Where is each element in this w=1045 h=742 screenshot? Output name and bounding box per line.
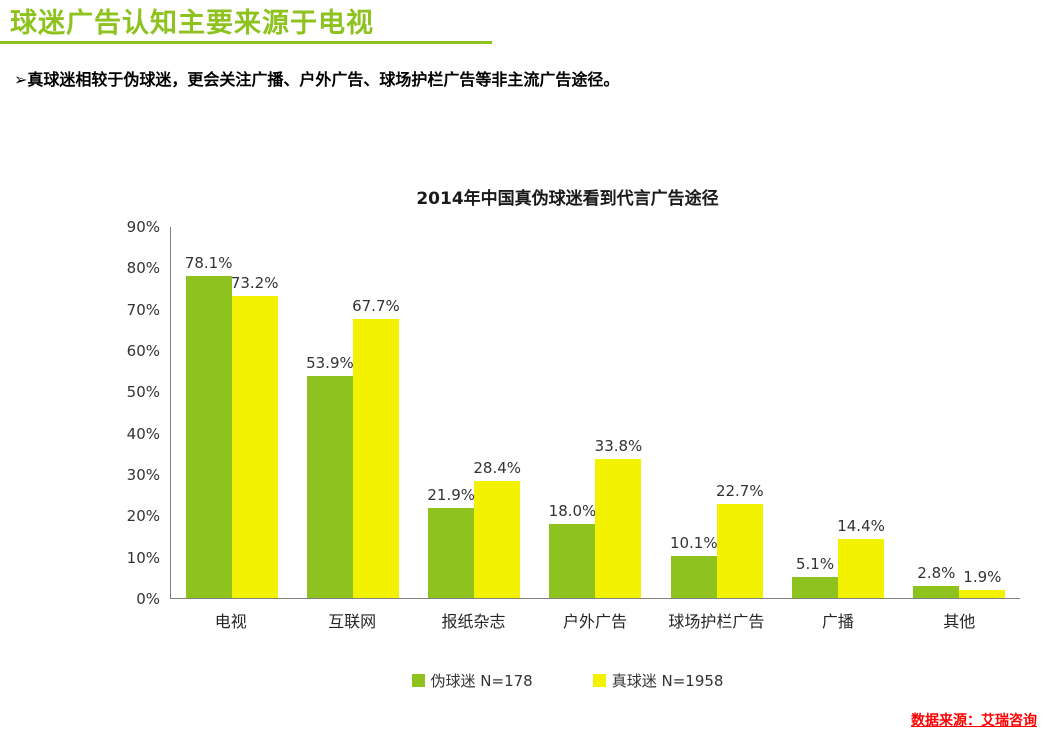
bar-chart: 2014年中国真伪球迷看到代言广告途径 0% 10% 20% 30% 40% 50% 60%… (115, 184, 1020, 691)
bar-fake-fan (792, 576, 839, 598)
bar-slot: 33.8% (594, 227, 643, 598)
bar-group: 18.0% 33.8% (535, 227, 656, 598)
bar-value-label: 78.1% (184, 254, 233, 273)
bar-value-label: 2.8% (917, 564, 956, 583)
bar-value-label: 22.7% (715, 482, 764, 501)
y-tick-label: 70% (126, 300, 160, 319)
bar-group: 10.1% 22.7% (656, 227, 777, 598)
legend-label: 伪球迷 N=178 (430, 672, 533, 690)
bar-fake-fan (185, 276, 232, 598)
bar-group: 21.9% 28.4% (414, 227, 535, 598)
bar-value-label: 1.9% (963, 568, 1002, 587)
x-axis-label: 户外广告 (562, 612, 627, 631)
bar-value-label: 28.4% (473, 458, 522, 477)
y-tick-label: 60% (126, 342, 160, 360)
bar-true-fan (959, 590, 1006, 598)
bar-fake-fan (549, 523, 596, 598)
chart-body: 0% 10% 20% 30% 40% 50% 60% 70% 80% 90% 78.1% 73.2%… (115, 218, 1020, 608)
bar-value-label: 73.2% (230, 274, 279, 293)
page-title: 球迷广告认知主要来源于电视 (10, 8, 374, 39)
y-tick-label: 80% (126, 259, 160, 278)
bar-group: 5.1% 14.4% (777, 227, 898, 598)
bar-group: 2.8% 1.9% (899, 227, 1020, 598)
legend-swatch (411, 674, 425, 687)
bar-value-label: 10.1% (669, 534, 718, 553)
x-axis-label: 报纸杂志 (441, 612, 506, 631)
bar-value-label: 67.7% (352, 296, 400, 315)
bar-slot: 5.1% (792, 227, 839, 598)
legend: 伪球迷 N=178 真球迷 N=1958 (115, 670, 1020, 691)
bar-value-label: 53.9% (306, 353, 354, 372)
title-underline (0, 41, 492, 44)
bar-group: 53.9% 67.7% (292, 227, 413, 598)
bar-slot: 28.4% (473, 227, 522, 598)
bar-true-fan (838, 538, 885, 598)
x-axis-label: 其他 (943, 612, 976, 631)
y-tick-label: 0% (136, 590, 160, 608)
bar-slot: 18.0% (548, 227, 597, 598)
bar-true-fan (595, 458, 642, 598)
bar-true-fan (474, 480, 521, 598)
y-tick-label: 90% (126, 218, 160, 236)
x-axis-label: 互联网 (328, 612, 377, 631)
chart-title: 2014年中国真伪球迷看到代言广告途径 (416, 189, 719, 209)
x-axis-label: 电视 (214, 612, 247, 631)
bar-slot: 21.9% (427, 227, 476, 598)
bar-slot: 78.1% (184, 227, 233, 598)
y-tick-label: 40% (126, 424, 160, 443)
bar-value-label: 18.0% (548, 501, 597, 520)
plot-area: 78.1% 73.2% 53.9% 67.7% 21.9% 28.4% 18.0% 33.8%… (170, 227, 1020, 599)
bar-slot: 2.8% (913, 227, 960, 598)
bar-fake-fan (306, 375, 353, 598)
y-tick-label: 30% (126, 466, 160, 484)
bar-slot: 67.7% (352, 227, 400, 598)
bar-value-label: 5.1% (795, 554, 835, 573)
y-axis: 0% 10% 20% 30% 40% 50% 60% 70% 80% 90% (115, 218, 170, 608)
y-tick-label: 50% (126, 383, 160, 402)
bar-slot: 10.1% (669, 227, 718, 598)
x-axis-labels: 电视 互联网 报纸杂志 户外广告 球场护栏广告 广播 其他 (170, 599, 1020, 632)
x-axis-label: 球场护栏广告 (668, 612, 765, 631)
bar-true-fan (716, 504, 763, 598)
bar-value-label: 14.4% (837, 516, 885, 535)
bar-true-fan (231, 296, 278, 598)
bar-true-fan (352, 318, 399, 598)
data-source: 数据来源：艾瑞咨询 (911, 713, 1037, 729)
bar-value-label: 33.8% (594, 436, 643, 455)
bar-slot: 73.2% (230, 227, 279, 598)
bar-fake-fan (670, 556, 717, 598)
legend-label: 真球迷 N=1958 (611, 672, 724, 690)
bar-slot: 53.9% (306, 227, 354, 598)
bar-slot: 22.7% (715, 227, 764, 598)
bar-slot: 14.4% (837, 227, 885, 598)
bullet-text: ➢真球迷相较于伪球迷，更会关注广播、户外广告、球场护栏广告等非主流广告途径。 (14, 70, 620, 89)
legend-item: 真球迷 N=1958 (592, 670, 724, 691)
bar-slot: 1.9% (959, 227, 1006, 598)
bar-group: 78.1% 73.2% (171, 227, 292, 598)
bar-value-label: 21.9% (427, 485, 476, 504)
bar-fake-fan (428, 507, 475, 598)
y-tick-label: 20% (126, 507, 160, 526)
legend-swatch (592, 674, 606, 687)
legend-item: 伪球迷 N=178 (411, 670, 533, 691)
x-axis-label: 广播 (821, 612, 854, 631)
bar-fake-fan (913, 586, 960, 598)
y-tick-label: 10% (126, 548, 160, 567)
